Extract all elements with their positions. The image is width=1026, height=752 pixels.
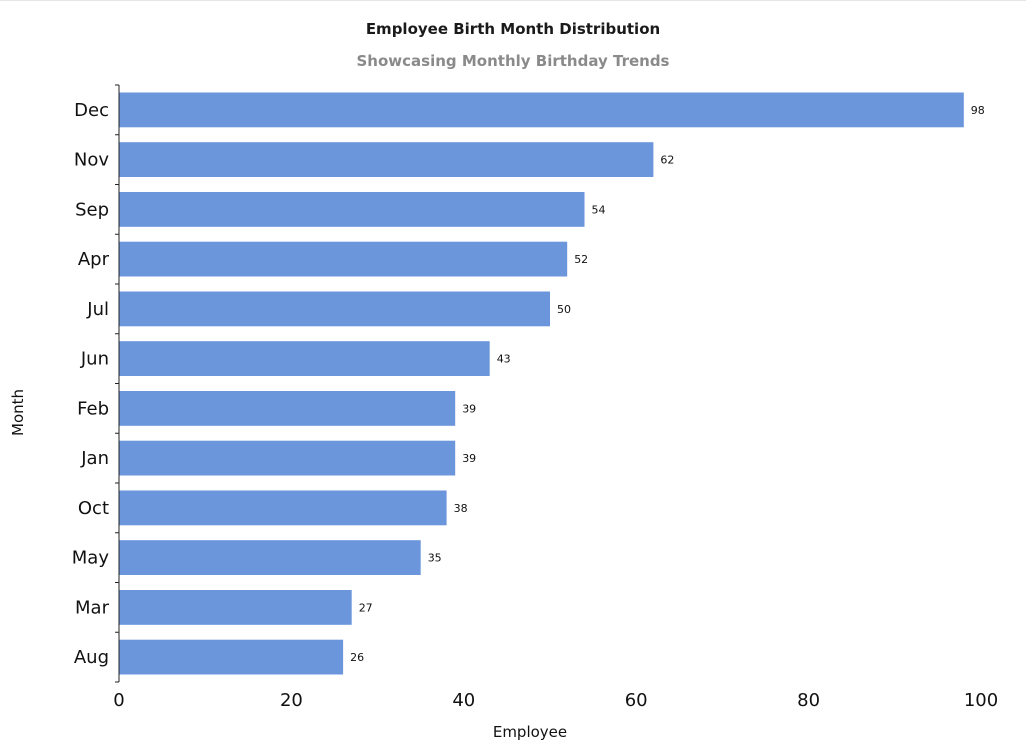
y-tick-label-dec: Dec (74, 100, 109, 121)
y-tick-label-may: May (72, 548, 110, 569)
data-label-aug: 26 (350, 651, 364, 664)
data-label-may: 35 (428, 552, 442, 565)
y-tick-label-mar: Mar (75, 597, 110, 618)
top-divider (0, 0, 1026, 1)
x-tick-label-0: 0 (113, 690, 124, 711)
y-tick-label-oct: Oct (78, 498, 109, 519)
y-axis-title: Month (9, 389, 27, 436)
data-label-feb: 39 (462, 402, 476, 415)
y-tick-label-aug: Aug (74, 647, 109, 668)
x-tick-label-100: 100 (964, 690, 998, 711)
bar-feb (119, 391, 456, 426)
data-label-nov: 62 (660, 154, 674, 167)
bar-oct (119, 490, 447, 526)
data-label-dec: 98 (971, 104, 985, 117)
data-label-oct: 38 (454, 502, 468, 515)
bar-dec (119, 92, 964, 128)
bar-sep (119, 192, 585, 227)
bar-nov (119, 142, 654, 177)
bar-aug (119, 639, 344, 675)
chart-subtitle: Showcasing Monthly Birthday Trends (356, 52, 670, 70)
x-tick-label-60: 60 (625, 690, 648, 711)
y-tick-label-feb: Feb (77, 398, 109, 419)
bar-jul (119, 291, 550, 327)
x-tick-label-20: 20 (280, 690, 303, 711)
y-tick-label-jan: Jan (80, 448, 109, 469)
y-tick-label-apr: Apr (78, 249, 110, 270)
x-tick-label-80: 80 (797, 690, 820, 711)
y-tick-label-jun: Jun (80, 349, 109, 370)
x-axis-title: Employee (493, 723, 567, 741)
bars-layer (119, 92, 964, 675)
chart-title: Employee Birth Month Distribution (365, 20, 661, 38)
bar-jan (119, 440, 456, 476)
x-tick-label-40: 40 (452, 690, 475, 711)
x-axis: 0 20 40 60 80 100 (113, 690, 998, 711)
data-label-jun: 43 (497, 353, 511, 366)
bar-apr (119, 241, 568, 277)
data-label-jul: 50 (557, 303, 571, 316)
y-tick-label-sep: Sep (75, 199, 109, 220)
data-label-mar: 27 (359, 601, 373, 614)
y-tick-label-jul: Jul (86, 299, 109, 320)
bar-mar (119, 590, 352, 625)
bar-may (119, 540, 421, 575)
data-labels-layer: 98 62 54 52 50 43 39 39 38 35 27 26 (350, 104, 985, 664)
data-label-jan: 39 (462, 452, 476, 465)
data-label-sep: 54 (592, 203, 606, 216)
y-tick-label-nov: Nov (74, 150, 109, 171)
data-label-apr: 52 (574, 253, 588, 266)
bar-jun (119, 341, 490, 376)
y-axis: Dec Nov Sep Apr Jul Jun Feb Jan Oct May Mar Aug (72, 84, 120, 683)
